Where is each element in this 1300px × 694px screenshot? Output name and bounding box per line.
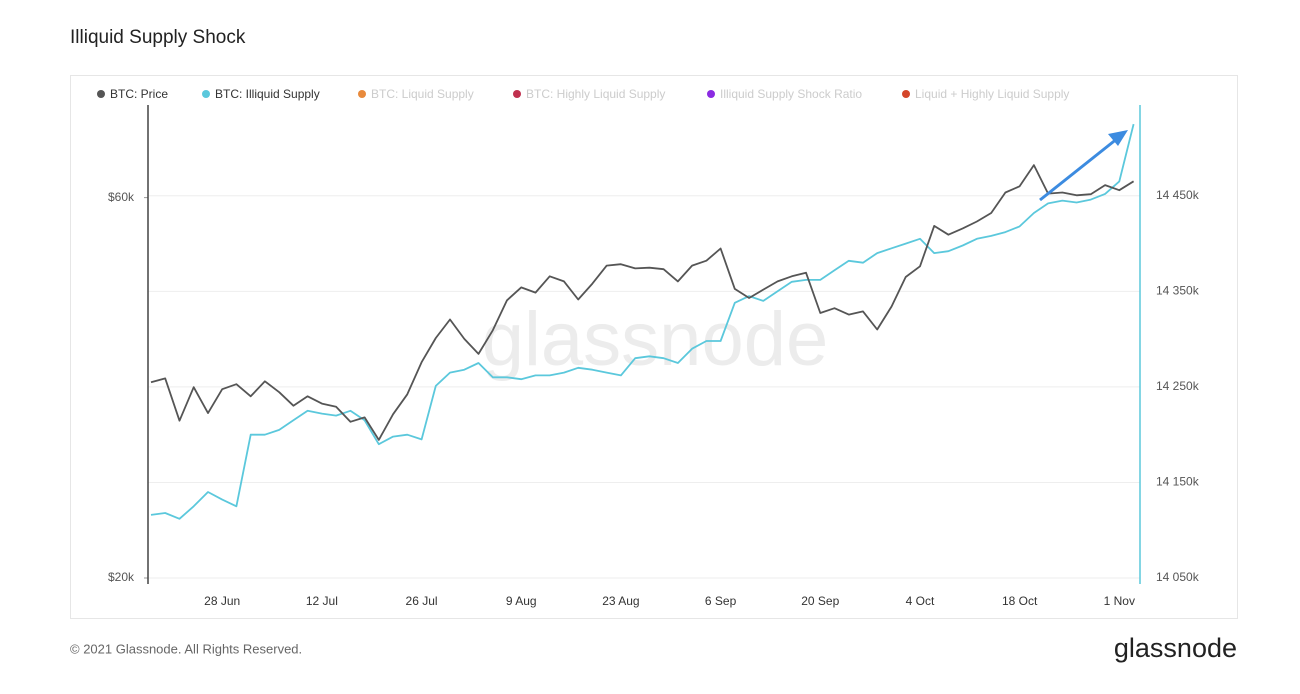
y2-tick-label: 14 050k <box>1156 570 1200 584</box>
x-tick-label: 4 Oct <box>906 594 935 608</box>
chart-title: Illiquid Supply Shock <box>70 27 246 48</box>
legend: BTC: Price BTC: Illiquid Supply BTC: Liqui… <box>97 87 1069 101</box>
legend-swatch <box>358 90 366 98</box>
x-tick-label: 9 Aug <box>506 594 537 608</box>
y-tick-label: $60k <box>108 190 135 204</box>
x-tick-label: 18 Oct <box>1002 594 1038 608</box>
x-tick-label: 23 Aug <box>602 594 639 608</box>
x-tick-label: 6 Sep <box>705 594 737 608</box>
y2-tick-label: 14 150k <box>1156 475 1200 489</box>
legend-item[interactable]: Liquid + Highly Liquid Supply <box>902 87 1069 101</box>
legend-swatch <box>97 90 105 98</box>
chart-frame <box>70 75 1238 619</box>
footer: © 2021 Glassnode. All Rights Reserved. <box>70 641 302 656</box>
brand-logo: glassnode <box>1114 633 1237 663</box>
legend-label: Illiquid Supply Shock Ratio <box>720 87 862 101</box>
y-tick-label: $20k <box>108 570 135 584</box>
x-tick-label: 20 Sep <box>801 594 839 608</box>
legend-swatch <box>513 90 521 98</box>
series-line <box>150 164 1135 441</box>
trend-arrow <box>1039 130 1128 202</box>
legend-item[interactable]: Illiquid Supply Shock Ratio <box>707 87 862 101</box>
x-tick-label: 1 Nov <box>1104 594 1135 608</box>
y2-tick-label: 14 250k <box>1156 379 1200 393</box>
legend-item[interactable]: BTC: Liquid Supply <box>358 87 474 101</box>
legend-swatch <box>902 90 910 98</box>
legend-item[interactable]: BTC: Price <box>97 87 168 101</box>
series-line <box>150 123 1135 520</box>
legend-swatch <box>707 90 715 98</box>
watermark: glassnode <box>482 297 829 382</box>
legend-label: BTC: Price <box>110 87 168 101</box>
y2-tick-label: 14 350k <box>1156 284 1200 298</box>
x-tick-label: 26 Jul <box>406 594 438 608</box>
x-tick-label: 28 Jun <box>204 594 240 608</box>
x-tick-label: 12 Jul <box>306 594 338 608</box>
y2-tick-label: 14 450k <box>1156 188 1200 202</box>
legend-swatch <box>202 90 210 98</box>
legend-label: BTC: Highly Liquid Supply <box>526 87 665 101</box>
plot-area: glassnode 14 050k 14 150k 14 250k 14 350k 14 … <box>97 87 1200 608</box>
legend-label: BTC: Illiquid Supply <box>215 87 320 101</box>
legend-item[interactable]: BTC: Illiquid Supply <box>202 87 320 101</box>
legend-label: Liquid + Highly Liquid Supply <box>915 87 1069 101</box>
legend-item[interactable]: BTC: Highly Liquid Supply <box>513 87 665 101</box>
legend-label: BTC: Liquid Supply <box>371 87 474 101</box>
